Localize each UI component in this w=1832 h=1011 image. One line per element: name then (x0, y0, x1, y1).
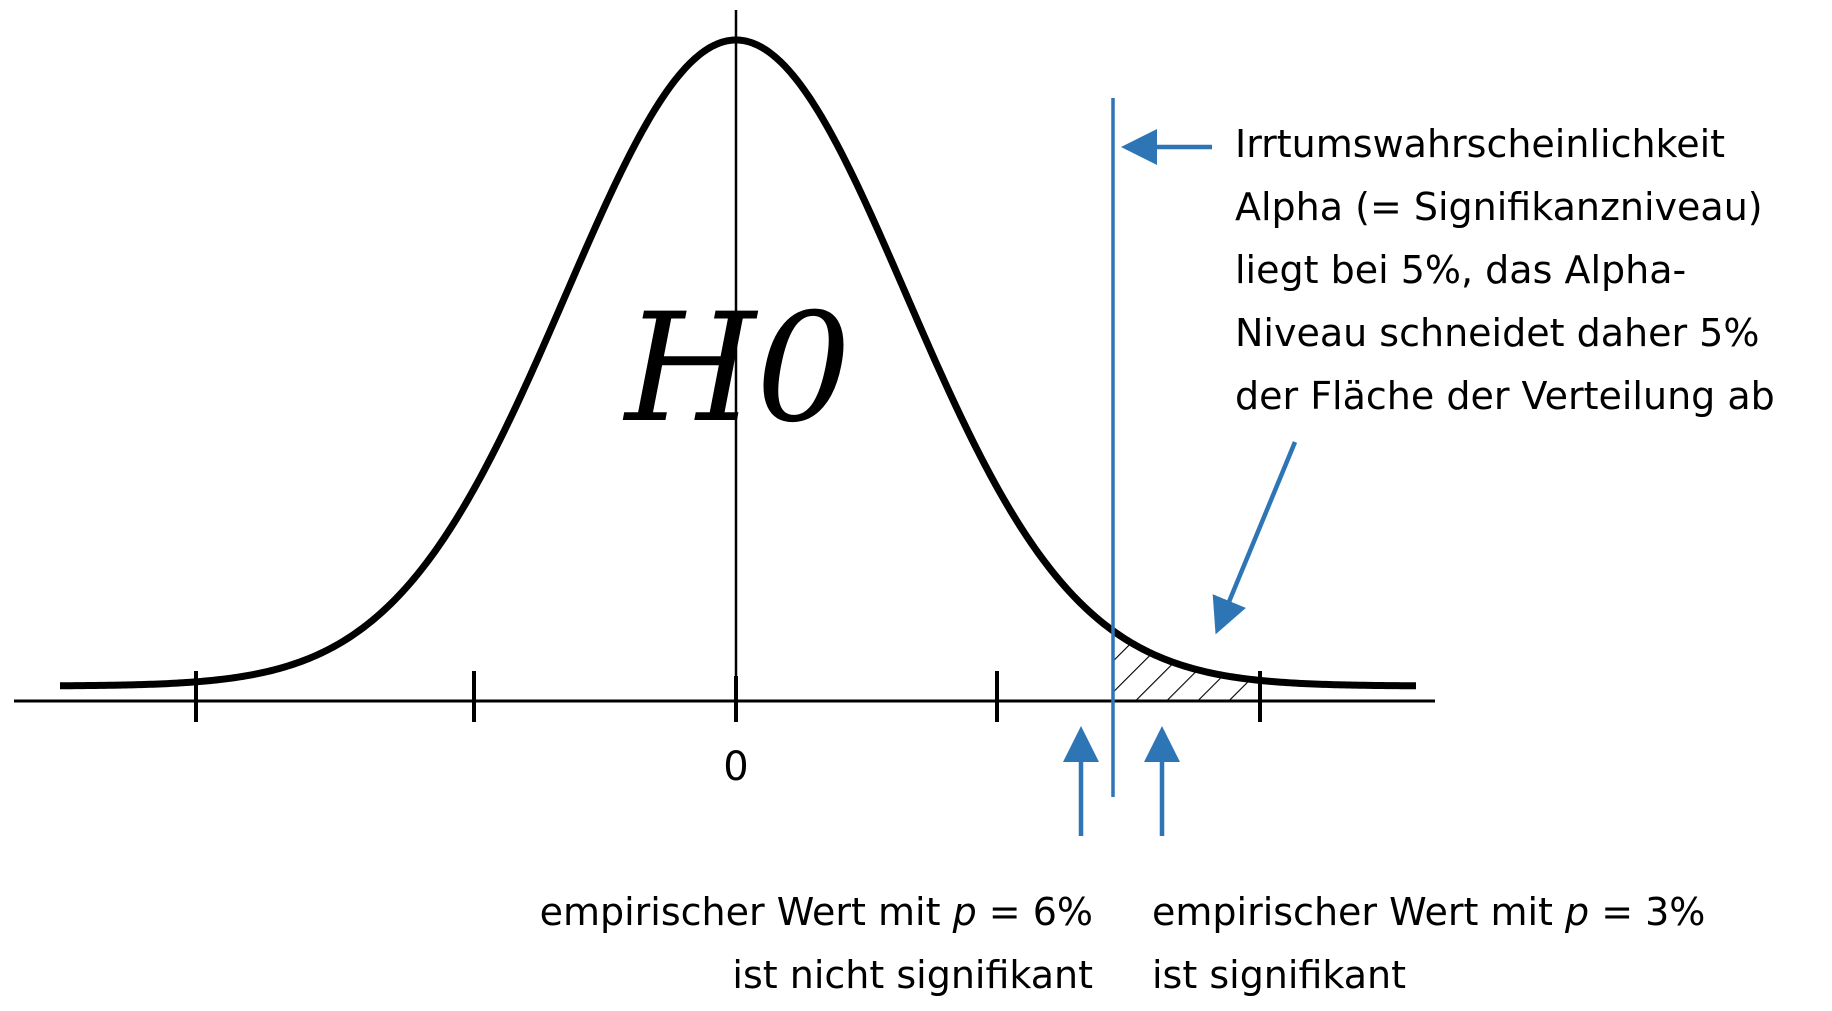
alpha-annotation-line: Niveau schneidet daher 5% (1235, 311, 1759, 355)
axis-ticks (194, 671, 1262, 722)
p6-annotation-line1: empirischer Wert mit p = 6% (540, 890, 1093, 934)
p3-annotation-line2: ist signifikant (1152, 953, 1406, 997)
alpha-annotation: Irrtumswahrscheinlichkeit Alpha (= Signi… (1235, 122, 1775, 418)
alpha-annotation-line: der Fläche der Verteilung ab (1235, 374, 1775, 418)
p6-annotation-line2: ist nicht signifikant (732, 953, 1093, 997)
axis-zero-label: 0 (723, 744, 748, 790)
alpha-annotation-line: Alpha (= Signifikanzniveau) (1235, 185, 1763, 229)
alpha-annotation-line: Irrtumswahrscheinlichkeit (1235, 122, 1725, 166)
alpha-annotation-line: liegt bei 5%, das Alpha- (1235, 248, 1686, 292)
alpha-area-arrow (1212, 441, 1298, 635)
p3-annotation-line1: empirischer Wert mit p = 3% (1152, 890, 1705, 934)
distribution-label: H0 (622, 282, 851, 456)
normal-distribution-curve (59, 36, 1417, 690)
